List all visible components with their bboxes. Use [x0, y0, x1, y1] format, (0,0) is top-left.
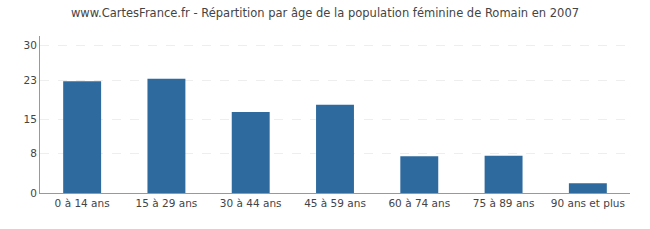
svg-text:75 à 89 ans: 75 à 89 ans — [473, 197, 535, 209]
svg-text:23: 23 — [24, 74, 37, 86]
svg-text:15: 15 — [24, 113, 37, 125]
svg-text:15 à 29 ans: 15 à 29 ans — [136, 197, 198, 209]
svg-text:90 ans et plus: 90 ans et plus — [551, 197, 625, 209]
svg-text:45 à 59 ans: 45 à 59 ans — [304, 197, 366, 209]
svg-text:60 à 74 ans: 60 à 74 ans — [388, 197, 450, 209]
svg-text:8: 8 — [30, 147, 37, 159]
svg-text:0: 0 — [30, 187, 37, 199]
svg-text:30: 30 — [24, 39, 37, 51]
svg-text:0 à 14 ans: 0 à 14 ans — [55, 197, 110, 209]
svg-text:30 à 44 ans: 30 à 44 ans — [220, 197, 282, 209]
svg-text:www.CartesFrance.fr - Répartit: www.CartesFrance.fr - Répartition par âg… — [71, 6, 579, 20]
